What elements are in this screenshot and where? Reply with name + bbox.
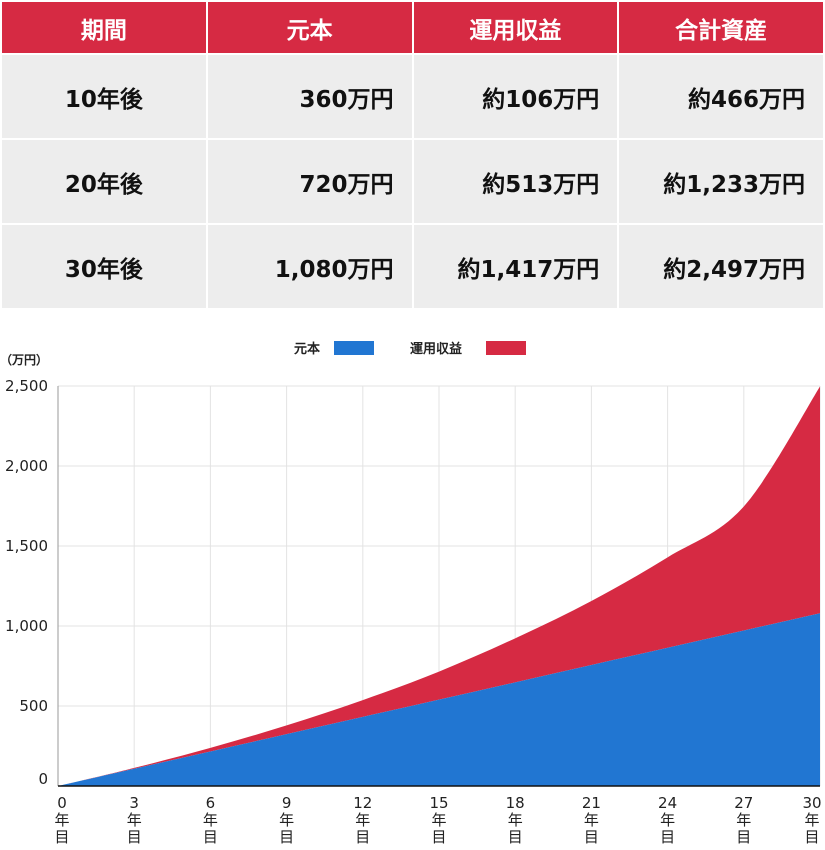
x-tick-label: 24 (658, 794, 677, 812)
x-tick-suffix-th: 目 (584, 828, 599, 846)
x-tick-suffix-year: 年 (127, 811, 142, 829)
x-tick-suffix-th: 目 (355, 828, 370, 846)
cell-total: 約1,233万円 (619, 140, 823, 223)
header-principal: 元本 (207, 2, 412, 53)
table-row: 20年後 720万円 約513万円 約1,233万円 (2, 140, 823, 223)
header-returns: 運用収益 (413, 2, 618, 53)
legend-label-principal: 元本 (294, 341, 320, 357)
y-tick-label: 1,500 (5, 537, 48, 555)
x-tick-suffix-th: 目 (54, 828, 69, 846)
x-tick-suffix-year: 年 (804, 811, 819, 829)
x-tick-suffix-th: 目 (736, 828, 751, 846)
legend-label-returns: 運用収益 (410, 341, 462, 357)
chart-container: 0 500 1,000 1,500 2,000 2,500 （万円） 0 年目 3 年目 6 年目 9 年目… (0, 318, 825, 850)
cell-principal: 360万円 (207, 55, 412, 138)
x-tick-suffix-th: 目 (127, 828, 142, 846)
x-tick-label: 12 (353, 794, 372, 812)
x-tick-suffix-year: 年 (736, 811, 751, 829)
x-tick-suffix-year: 年 (203, 811, 218, 829)
cell-period: 30年後 (2, 225, 206, 308)
y-tick-label: 0 (38, 770, 48, 788)
cell-period: 20年後 (2, 140, 206, 223)
x-tick-suffix-year: 年 (279, 811, 294, 829)
y-tick-label: 2,500 (5, 377, 48, 395)
header-period: 期間 (2, 2, 206, 53)
cell-period: 10年後 (2, 55, 206, 138)
x-tick-suffix-th: 目 (279, 828, 294, 846)
x-tick-suffix-th: 目 (431, 828, 446, 846)
series-returns-area (58, 386, 820, 786)
cell-total: 約2,497万円 (619, 225, 823, 308)
stacked-area-chart: 05001,0001,5002,0002,500（万円）0年目3年目6年目9年目… (0, 341, 822, 846)
x-tick-label: 21 (582, 794, 601, 812)
x-tick-label: 27 (734, 794, 753, 812)
x-tick-label: 9 (282, 794, 292, 812)
y-tick-label: 2,000 (5, 457, 48, 475)
table-row: 30年後 1,080万円 約1,417万円 約2,497万円 (2, 225, 823, 308)
x-tick-suffix-th: 目 (804, 828, 819, 846)
x-tick-suffix-th: 目 (203, 828, 218, 846)
legend-swatch-returns (486, 341, 526, 355)
x-tick-suffix-th: 目 (508, 828, 523, 846)
cell-returns: 約106万円 (413, 55, 618, 138)
cell-returns: 約513万円 (413, 140, 618, 223)
x-tick-label: 15 (429, 794, 448, 812)
x-tick-suffix-th: 目 (660, 828, 675, 846)
x-tick-suffix-year: 年 (355, 811, 370, 829)
x-tick-label: 3 (129, 794, 139, 812)
summary-table: 期間 元本 運用収益 合計資産 10年後 360万円 約106万円 約466万円… (0, 0, 825, 310)
x-tick-label: 0 (57, 794, 67, 812)
x-tick-suffix-year: 年 (54, 811, 69, 829)
x-tick-suffix-year: 年 (508, 811, 523, 829)
cell-principal: 720万円 (207, 140, 412, 223)
x-tick-label: 30 (802, 794, 821, 812)
x-tick-suffix-year: 年 (660, 811, 675, 829)
legend-swatch-principal (334, 341, 374, 355)
table-header-row: 期間 元本 運用収益 合計資産 (2, 2, 823, 53)
cell-returns: 約1,417万円 (413, 225, 618, 308)
x-tick-suffix-year: 年 (584, 811, 599, 829)
header-total: 合計資産 (619, 2, 823, 53)
x-tick-label: 6 (206, 794, 216, 812)
x-tick-suffix-year: 年 (431, 811, 446, 829)
x-tick-label: 18 (506, 794, 525, 812)
cell-principal: 1,080万円 (207, 225, 412, 308)
y-tick-label: 1,000 (5, 617, 48, 635)
y-tick-label: 500 (19, 697, 48, 715)
y-unit-label: （万円） (0, 352, 48, 367)
cell-total: 約466万円 (619, 55, 823, 138)
table-row: 10年後 360万円 約106万円 約466万円 (2, 55, 823, 138)
